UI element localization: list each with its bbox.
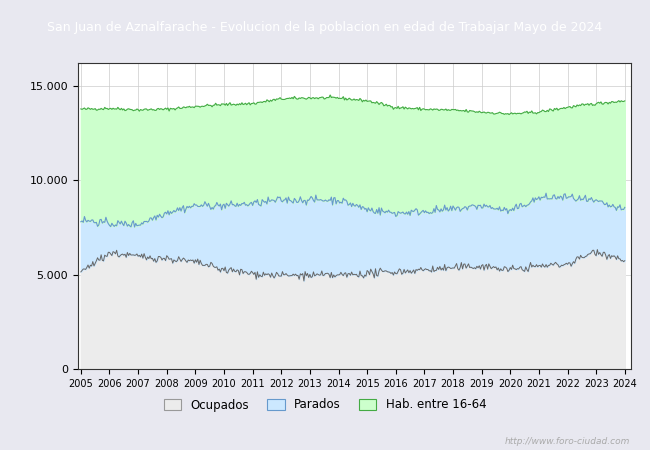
Legend: Ocupados, Parados, Hab. entre 16-64: Ocupados, Parados, Hab. entre 16-64	[159, 394, 491, 416]
Text: San Juan de Aznalfarache - Evolucion de la poblacion en edad de Trabajar Mayo de: San Juan de Aznalfarache - Evolucion de …	[47, 21, 603, 33]
Text: http://www.foro-ciudad.com: http://www.foro-ciudad.com	[505, 436, 630, 446]
